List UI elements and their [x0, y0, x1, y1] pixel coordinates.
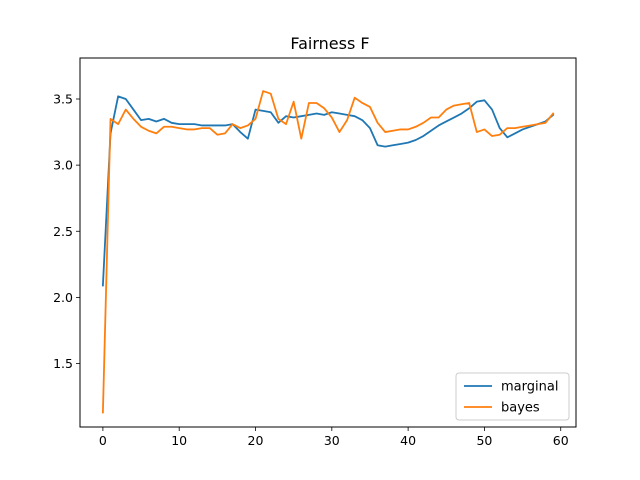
y-tick-label: 2.5 — [53, 224, 73, 239]
series-line-marginal — [101, 95, 555, 287]
y-axis-ticks: 1.5 2.0 2.5 3.0 3.5 — [53, 92, 80, 371]
y-tick-label: 3.5 — [53, 92, 73, 107]
x-tick-label: 20 — [248, 433, 264, 448]
y-tick-label: 2.0 — [53, 290, 73, 305]
chart-title: Fairness F — [290, 34, 369, 53]
x-tick-label: 50 — [476, 433, 492, 448]
series-line-bayes — [101, 90, 555, 414]
x-tick-label: 30 — [324, 433, 340, 448]
plot-lines — [101, 90, 555, 414]
legend: marginal bayes — [455, 372, 570, 421]
legend-label-bayes: bayes — [501, 401, 540, 416]
x-tick-label: 60 — [553, 433, 569, 448]
plot-frame — [79, 57, 577, 428]
legend-label-marginal: marginal — [501, 380, 558, 395]
x-tick-label: 40 — [400, 433, 416, 448]
legend-box — [455, 372, 570, 421]
x-tick-label: 10 — [171, 433, 187, 448]
x-tick-label: 0 — [99, 433, 107, 448]
x-axis-ticks: 0 10 20 30 40 50 60 — [99, 427, 569, 448]
y-tick-label: 3.0 — [53, 158, 73, 173]
y-tick-label: 1.5 — [53, 356, 73, 371]
